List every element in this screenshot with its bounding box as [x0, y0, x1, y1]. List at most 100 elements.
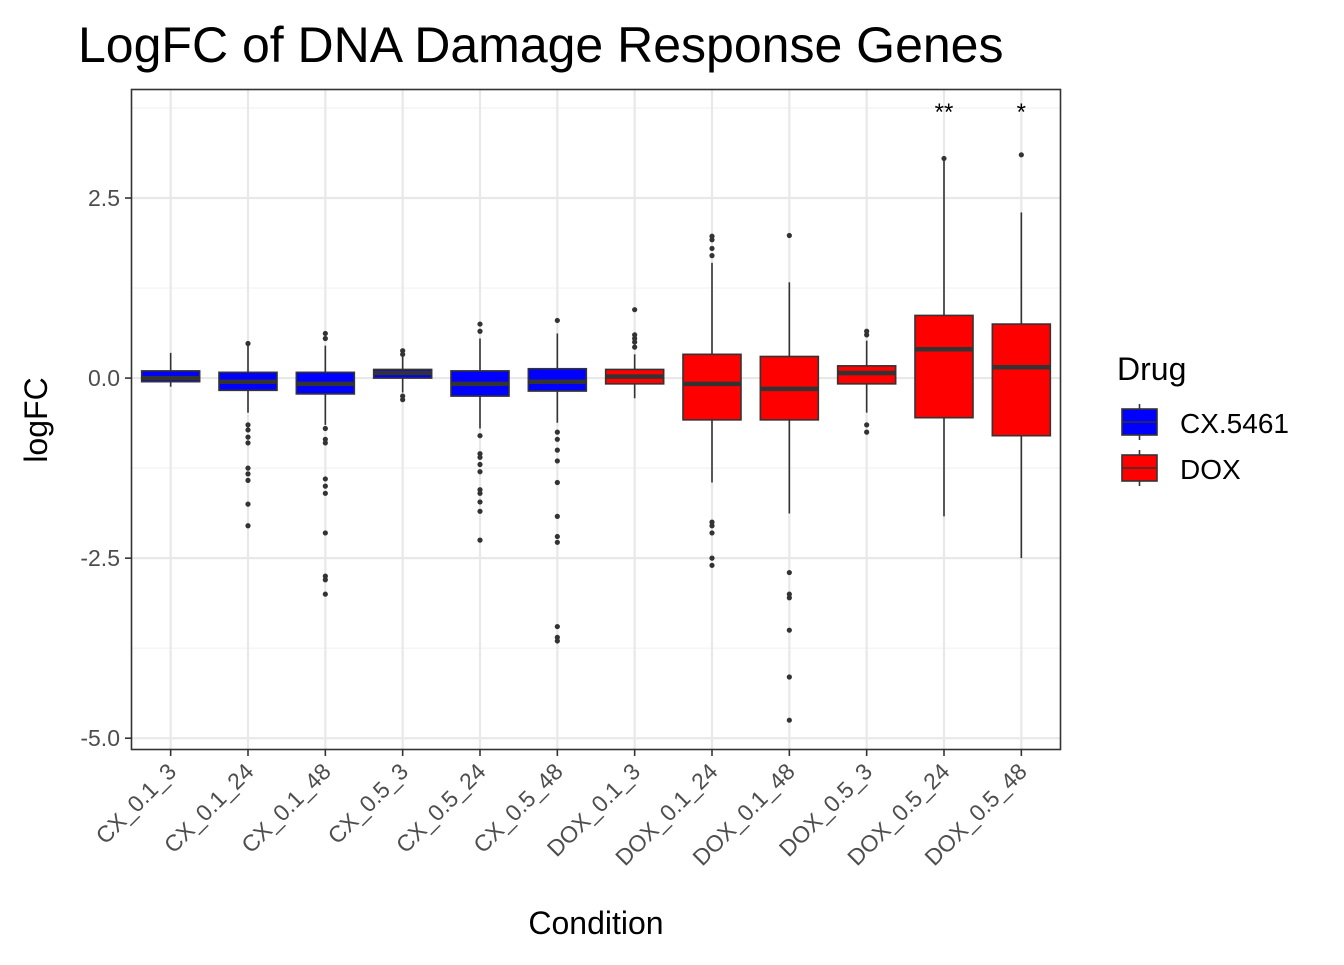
outlier-point	[322, 335, 328, 342]
outlier-point	[322, 330, 328, 337]
outlier-point	[554, 634, 560, 640]
y-axis: 2.5 0.0 -2.5 -5.0	[80, 185, 132, 751]
outlier-point	[245, 471, 251, 477]
outlier-point	[709, 519, 715, 525]
outlier-point	[477, 508, 483, 514]
outlier-point	[709, 233, 715, 239]
y-axis-title: logFC	[18, 377, 54, 462]
outlier-point	[709, 555, 715, 561]
outlier-point	[477, 490, 483, 496]
y-tick-label: 0.0	[88, 365, 120, 391]
outlier-point	[245, 477, 251, 483]
outlier-point	[400, 351, 406, 357]
outlier-point	[554, 638, 560, 644]
outlier-point	[632, 344, 638, 350]
outlier-point	[554, 429, 560, 435]
outlier-point	[400, 393, 406, 399]
outlier-point	[245, 523, 251, 529]
legend-title: Drug	[1117, 351, 1186, 387]
iqr-box	[991, 323, 1052, 437]
outlier-point	[245, 340, 251, 347]
significance-label: **	[935, 99, 954, 126]
box-group	[450, 321, 510, 543]
outlier-point	[477, 328, 483, 334]
outlier-point	[477, 537, 483, 543]
significance-label: *	[1017, 99, 1026, 126]
iqr-box	[682, 353, 742, 421]
outlier-point	[322, 530, 328, 536]
box-group	[372, 348, 433, 403]
legend: Drug CX.5461 DOX	[1117, 351, 1289, 486]
box-layer: ** *	[140, 99, 1052, 723]
outlier-point	[632, 332, 638, 338]
box-group	[295, 330, 356, 597]
outlier-point	[400, 397, 406, 403]
box-group	[759, 232, 820, 723]
outlier-point	[554, 533, 560, 540]
box-group: *	[991, 99, 1052, 559]
outlier-point	[709, 523, 715, 529]
outlier-point	[786, 569, 792, 576]
outlier-point	[786, 674, 792, 680]
chart-title: LogFC of DNA Damage Response Genes	[78, 17, 1004, 73]
outlier-point	[864, 328, 870, 334]
outlier-point	[786, 232, 792, 239]
y-tick-label: -2.5	[80, 545, 120, 571]
outlier-point	[477, 321, 483, 327]
outlier-point	[632, 339, 638, 345]
outlier-point	[322, 425, 328, 432]
outlier-point	[709, 245, 715, 252]
outlier-point	[864, 422, 870, 428]
outlier-point	[554, 479, 560, 486]
box-group	[604, 307, 665, 399]
outlier-point	[322, 591, 328, 597]
outlier-point	[322, 483, 328, 489]
outlier-point	[245, 501, 251, 507]
outlier-point	[477, 499, 483, 505]
y-tick-label: 2.5	[88, 185, 120, 211]
outlier-point	[554, 447, 560, 453]
outlier-point	[322, 436, 328, 442]
outlier-point	[864, 429, 870, 435]
outlier-point	[709, 562, 715, 568]
legend-entry: CX.5461	[1121, 404, 1289, 440]
box-group	[218, 340, 278, 529]
outlier-point	[709, 530, 715, 536]
outlier-point	[1018, 152, 1024, 158]
outlier-point	[554, 317, 560, 324]
outlier-point	[941, 155, 947, 162]
outlier-point	[786, 627, 792, 633]
outlier-point	[477, 469, 483, 475]
outlier-point	[477, 454, 483, 460]
y-tick-label: -5.0	[80, 725, 120, 751]
outlier-point	[245, 440, 251, 446]
grid-layer	[132, 90, 1060, 749]
outlier-point	[709, 237, 715, 243]
outlier-point	[786, 591, 792, 597]
legend-label: CX.5461	[1180, 408, 1289, 439]
outlier-point	[322, 577, 328, 583]
outlier-point	[554, 539, 560, 545]
outlier-point	[477, 487, 483, 493]
outlier-point	[477, 433, 483, 439]
iqr-box	[914, 314, 974, 419]
x-axis-title: Condition	[528, 905, 663, 941]
outlier-point	[322, 440, 328, 446]
box-group: **	[914, 99, 974, 517]
outlier-point	[786, 717, 792, 723]
outlier-point	[786, 595, 792, 601]
outlier-point	[245, 427, 251, 433]
legend-entry: DOX	[1121, 450, 1241, 486]
outlier-point	[709, 253, 715, 259]
box-group	[140, 352, 201, 387]
outlier-point	[554, 513, 560, 519]
outlier-point	[864, 332, 870, 338]
outlier-point	[322, 490, 328, 496]
outlier-point	[554, 436, 560, 442]
legend-label: DOX	[1180, 454, 1241, 485]
outlier-point	[322, 573, 328, 579]
outlier-point	[245, 465, 251, 471]
x-axis: CX_0.1_3CX_0.1_24CX_0.1_48CX_0.5_3CX_0.5…	[90, 749, 1032, 871]
